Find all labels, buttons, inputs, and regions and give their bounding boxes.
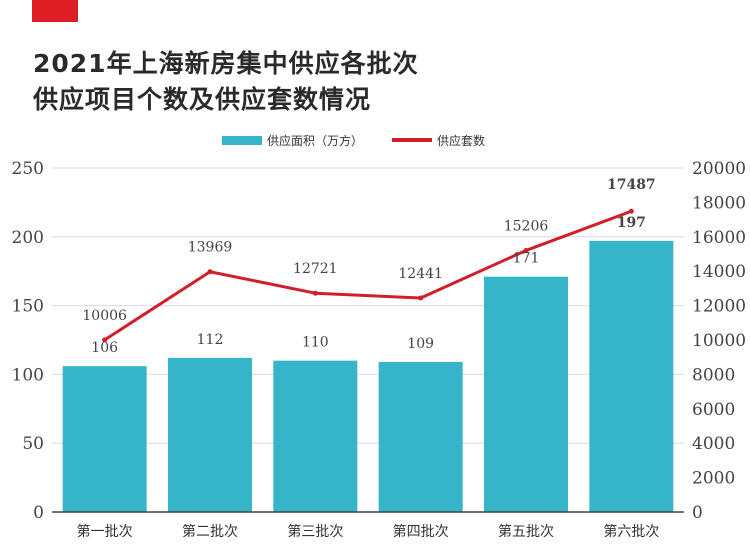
y-right-tick-label: 18000: [692, 193, 746, 213]
line-point: [207, 269, 213, 275]
y-left-tick-label: 100: [12, 365, 44, 385]
y-right-tick-label: 20000: [692, 159, 746, 179]
legend-swatch-area: [222, 136, 262, 145]
red-accent-block: [32, 0, 78, 22]
y-right-tick-label: 4000: [692, 434, 735, 454]
x-tick-label: 第六批次: [603, 523, 659, 540]
x-tick-label: 第二批次: [182, 523, 238, 540]
y-right-tick-label: 14000: [692, 262, 746, 282]
line-point: [102, 337, 108, 343]
line-point: [312, 290, 318, 296]
y-right-tick-label: 10000: [692, 331, 746, 351]
y-left-tick-label: 250: [12, 159, 44, 179]
bar-series: [62, 240, 674, 513]
bar-value-label: 171: [513, 251, 540, 267]
bar: [589, 240, 674, 513]
bar-value-label: 110: [302, 335, 329, 351]
legend-label-units: 供应套数: [437, 133, 485, 148]
legend-label-area: 供应面积（万方）: [267, 133, 363, 148]
line-value-label: 12441: [398, 266, 443, 282]
axes: 0 50 100 150 200 250 0 2000 4000 6000 8000 10000 120…: [12, 159, 747, 540]
bar: [273, 360, 358, 512]
x-tick-label: 第三批次: [287, 523, 343, 540]
bar: [168, 357, 252, 512]
y-right-tick-label: 12000: [692, 297, 746, 317]
y-right-tick-label: 0: [692, 503, 703, 523]
legend: 供应面积（万方） 供应套数: [222, 133, 485, 148]
line-path: [103, 209, 632, 342]
y-right-tick-label: 2000: [692, 469, 735, 489]
line-value-label: 17487: [607, 177, 656, 193]
gridlines: [52, 167, 684, 444]
y-right-tick-label: 6000: [692, 400, 735, 420]
chart-title-line-2: 供应项目个数及供应套数情况: [33, 85, 372, 114]
bar-value-label: 106: [91, 340, 118, 356]
x-tick-label: 第五批次: [498, 523, 554, 540]
x-tick-label: 第四批次: [393, 523, 449, 540]
line-value-label: 12721: [293, 261, 338, 277]
y-left-tick-label: 150: [12, 297, 44, 317]
bar: [62, 366, 147, 512]
line-value-label: 13969: [188, 240, 233, 256]
line-point: [628, 208, 634, 214]
bar-value-label: 197: [617, 215, 646, 231]
bar: [484, 276, 568, 512]
y-left-tick-label: 200: [12, 228, 44, 248]
y-left-tick-label: 50: [22, 434, 44, 454]
y-left-tick-label: 0: [33, 503, 44, 523]
legend-swatch-units: [392, 138, 432, 142]
x-tick-label: 第一批次: [77, 523, 133, 540]
y-right-tick-label: 16000: [692, 228, 746, 248]
line-point: [418, 295, 424, 301]
data-labels: 106 112 110 109 171 197 10006 13969 12721 12441 15…: [82, 177, 655, 356]
line-point: [523, 247, 529, 253]
bar-value-label: 112: [197, 332, 224, 348]
y-right-tick-label: 8000: [692, 365, 735, 385]
line-value-label: 10006: [82, 308, 127, 324]
bar-value-label: 109: [407, 336, 434, 352]
bar: [378, 362, 463, 512]
line-series: [102, 208, 634, 343]
line-value-label: 15206: [504, 218, 549, 234]
chart-title-line-1: 2021年上海新房集中供应各批次: [33, 49, 419, 78]
